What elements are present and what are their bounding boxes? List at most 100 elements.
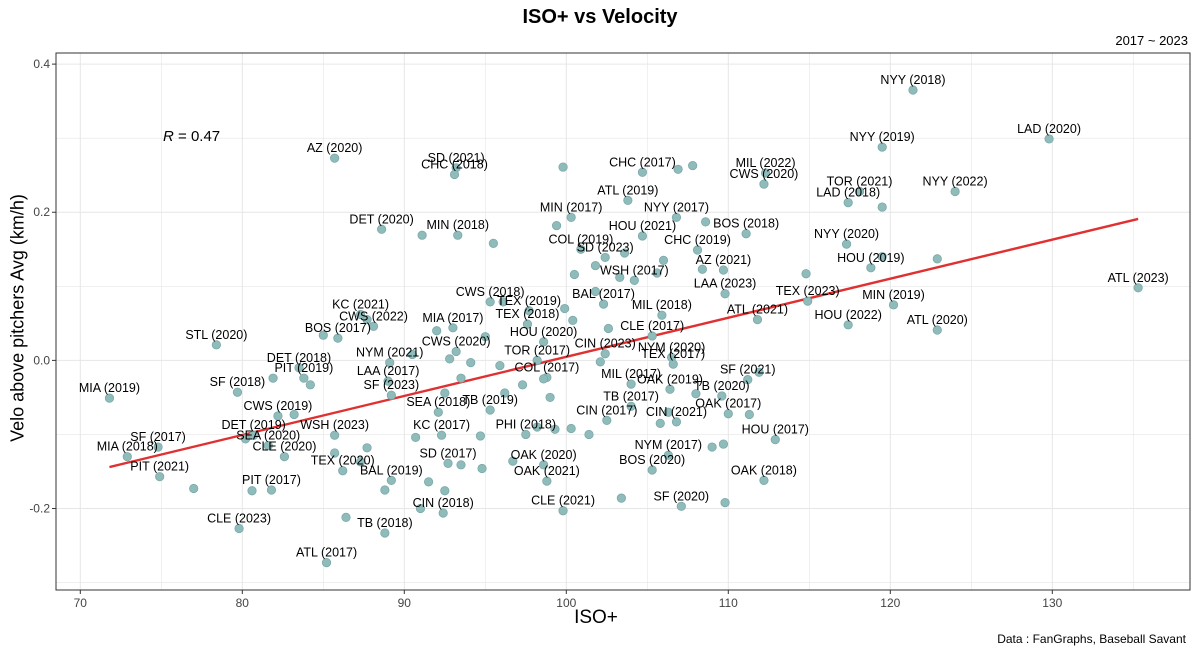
point-label: HOU (2019) — [837, 251, 904, 265]
data-point — [532, 422, 542, 432]
point-label: PIT (2019) — [274, 361, 333, 375]
point-label: SF (2023) — [364, 378, 420, 392]
point-label: HOU (2021) — [609, 219, 676, 233]
point-label: ATL (2017) — [296, 546, 357, 560]
data-point — [1133, 283, 1143, 293]
axis-ticks: 70 80 90 100 110 120 130 -0.2 0.0 0.2 0.4 — [29, 57, 1062, 610]
r-symbol: R — [163, 128, 174, 145]
data-point — [576, 244, 586, 254]
point-label: ATL (2020) — [907, 313, 968, 327]
data-point — [720, 497, 730, 508]
data-point — [321, 557, 332, 568]
data-point — [436, 430, 447, 440]
point-label: PHI (2018) — [496, 417, 556, 431]
point-label: MIL (2018) — [632, 298, 692, 312]
data-point — [688, 160, 698, 171]
point-labels: NYY (2018) LAD (2020) NYY (2019) AZ (2020) S… — [79, 73, 1169, 560]
point-label: COL (2019) — [548, 232, 613, 246]
point-label: SF (2021) — [720, 363, 776, 377]
data-point — [671, 417, 682, 427]
point-label: TEX (2019) — [497, 294, 561, 308]
data-point — [932, 325, 942, 335]
data-point — [355, 309, 366, 320]
data-point — [338, 466, 348, 476]
data-point — [480, 332, 490, 342]
data-point — [950, 186, 960, 197]
data-point — [522, 319, 533, 329]
point-label: OAK (2020) — [511, 448, 577, 462]
data-point — [637, 167, 648, 177]
data-point — [407, 349, 417, 360]
data-point — [466, 358, 476, 368]
data-point — [341, 512, 351, 523]
point-label: AZ (2020) — [307, 141, 363, 155]
data-point — [542, 476, 552, 486]
point-label: STL (2020) — [185, 328, 247, 342]
data-point — [432, 326, 442, 336]
data-point — [718, 439, 729, 449]
x-tick-label: 100 — [556, 596, 576, 610]
point-label: MIN (2018) — [426, 218, 489, 232]
point-label: ATL (2019) — [597, 183, 658, 197]
point-label: HOU (2020) — [510, 325, 577, 339]
point-label: SF (2018) — [210, 375, 266, 389]
data-point — [626, 401, 636, 411]
data-point — [240, 434, 251, 444]
point-label: OAK (2021) — [514, 464, 580, 478]
x-tick-label: 130 — [1042, 596, 1062, 610]
data-point — [560, 303, 570, 314]
point-label: DET (2020) — [349, 212, 413, 226]
y-tick-label: 0.4 — [33, 57, 50, 71]
data-point — [602, 415, 612, 425]
data-point — [498, 297, 508, 307]
point-label: OAK (2018) — [731, 463, 797, 477]
data-point — [438, 508, 448, 518]
panel-border — [55, 52, 1191, 591]
data-point — [386, 475, 396, 485]
data-point — [539, 460, 549, 470]
point-label: TB (2020) — [694, 379, 750, 393]
point-label: CHC (2017) — [609, 155, 676, 169]
data-point — [247, 486, 257, 496]
data-point — [448, 323, 458, 333]
data-point — [550, 424, 560, 434]
data-point — [415, 503, 426, 514]
point-label: TOR (2021) — [827, 175, 893, 189]
data-point — [232, 387, 243, 397]
point-label: LAD (2020) — [1017, 122, 1081, 136]
point-label: KC (2021) — [332, 297, 389, 311]
point-label: NYM (2020) — [638, 340, 705, 354]
data-point — [620, 248, 630, 258]
data-point — [759, 179, 769, 189]
point-label: CIN (2018) — [413, 496, 474, 510]
data-point — [423, 477, 434, 487]
point-label: CIN (2017) — [576, 403, 637, 417]
data-point — [932, 254, 942, 264]
y-tick-label: 0.0 — [33, 353, 50, 367]
data-point — [475, 431, 486, 441]
point-label: MIN (2017) — [540, 200, 603, 214]
point-label: HOU (2022) — [814, 308, 881, 322]
point-label: NYM (2017) — [635, 438, 702, 452]
point-label: TEX (2018) — [495, 307, 559, 321]
point-label: CIN (2023) — [575, 337, 636, 351]
data-point — [590, 260, 601, 271]
data-point — [663, 407, 673, 417]
point-label: CWS (2019) — [244, 399, 313, 413]
chart-subtitle: 2017 ~ 2023 — [1115, 33, 1188, 48]
point-label: OAK (2019) — [637, 372, 703, 386]
data-point — [539, 337, 549, 347]
x-tick-label: 70 — [74, 596, 88, 610]
data-point — [377, 224, 387, 234]
data-point — [386, 390, 396, 400]
data-point — [652, 268, 662, 278]
data-point — [333, 333, 343, 343]
data-point — [495, 360, 505, 371]
data-point — [723, 409, 733, 419]
point-label: SF (2017) — [130, 430, 186, 444]
point-label: MIL (2022) — [736, 156, 796, 170]
point-label: CHC (2018) — [421, 157, 488, 171]
x-axis-label: ISO+ — [574, 607, 618, 628]
point-label: BOS (2020) — [619, 453, 685, 467]
data-point — [488, 238, 498, 248]
